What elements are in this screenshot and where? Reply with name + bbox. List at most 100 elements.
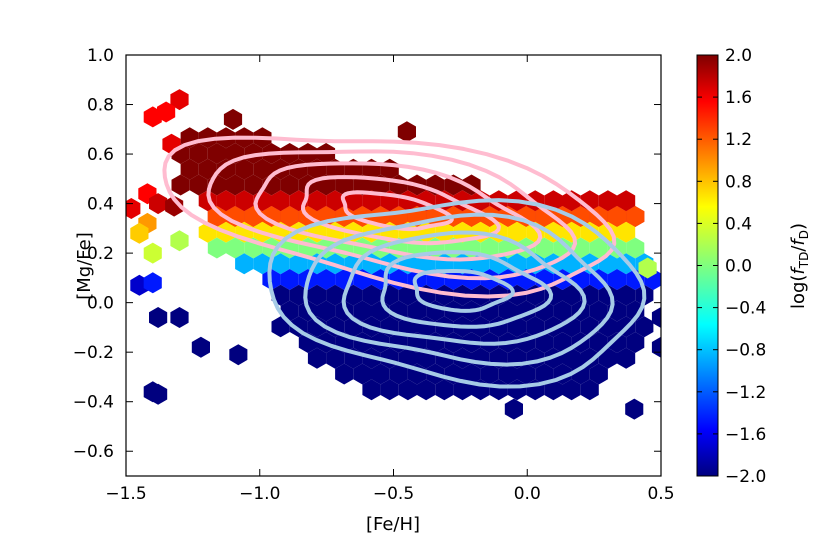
y-tick-label: −0.6 <box>73 442 114 462</box>
colorbar-tick-label: −1.6 <box>725 425 766 445</box>
hexbin <box>607 332 627 353</box>
thin-disk-contour <box>380 250 554 329</box>
hexbin <box>229 344 248 366</box>
hexbin <box>398 284 417 306</box>
y-tick-label: 0.6 <box>87 145 114 165</box>
hexbin <box>207 143 226 164</box>
hexbin <box>226 174 245 196</box>
hexbin <box>170 230 189 252</box>
hexbin <box>307 284 327 306</box>
colorbar-tick-label: 1.6 <box>725 88 752 108</box>
hexbin <box>589 363 608 385</box>
x-tick-label: −1.0 <box>239 484 280 504</box>
hexbin <box>626 300 645 322</box>
hexbin <box>143 381 162 403</box>
hexbin <box>326 347 345 369</box>
hexbin <box>171 174 190 196</box>
y-axis: −0.6 −0.4 −0.2 0.0 0.2 0.4 0.6 0.8 1.0 <box>73 46 661 462</box>
hexbin <box>625 398 644 420</box>
hexbin <box>191 336 210 358</box>
hexbin <box>598 347 617 369</box>
hexbin <box>226 237 245 259</box>
hexbin <box>344 190 363 212</box>
hexbin <box>480 363 499 385</box>
hexbin <box>317 300 336 322</box>
hexbin <box>580 221 599 243</box>
hexbin <box>207 206 226 227</box>
thick-disk-contour <box>340 190 454 232</box>
hexbin <box>326 190 345 212</box>
hexbin <box>607 206 627 227</box>
hexbin <box>562 284 581 306</box>
colorbar-title-suffix: ) <box>788 223 809 230</box>
hexbin <box>480 237 499 259</box>
hexbin <box>362 284 381 306</box>
hexbin <box>280 174 299 196</box>
plot-area <box>125 54 662 477</box>
colorbar: −2.0 −1.6 −1.2 −0.8 −0.4 0.0 0.4 0.8 1.2 1.6 2.0 l… <box>696 46 811 487</box>
hexbin <box>289 284 308 306</box>
x-tick-label: 0.0 <box>514 484 541 504</box>
hexbin <box>380 379 399 401</box>
hexbin <box>353 363 372 385</box>
hexbin <box>216 190 236 212</box>
y-tick-label: −0.2 <box>73 343 114 363</box>
hexbin <box>198 158 217 180</box>
colorbar-title-sub2: D <box>797 230 811 239</box>
colorbar-tick-label: 0.0 <box>725 257 752 277</box>
hexbin <box>617 221 636 243</box>
hexbin <box>244 174 263 196</box>
hexbin <box>589 237 608 259</box>
hexbin <box>535 332 554 353</box>
hexbin <box>571 206 590 227</box>
hexbin <box>535 363 554 385</box>
hexbin <box>389 363 408 385</box>
thick-disk-contour <box>162 135 617 299</box>
hexbin <box>326 284 345 306</box>
hexbin <box>235 190 254 212</box>
hexbin <box>149 193 168 215</box>
colorbar-title-prefix: log( <box>788 275 809 309</box>
hexbin <box>189 143 208 164</box>
hexbin <box>407 300 427 322</box>
hexbin <box>371 363 390 385</box>
hexbin <box>143 272 162 294</box>
contour-layer <box>162 135 647 389</box>
hexbin <box>626 332 645 353</box>
hexbin <box>507 221 527 243</box>
hexbin <box>435 284 454 306</box>
colorbar-title-f1: f <box>788 266 809 275</box>
hexbin <box>143 242 162 264</box>
hexbin <box>626 269 645 290</box>
hexbin <box>626 206 645 227</box>
hexbin <box>444 269 463 290</box>
x-axis-title: [Fe/H] <box>366 514 420 535</box>
thin-disk-contour <box>341 230 587 346</box>
hexbin <box>307 347 327 369</box>
hexbin <box>307 316 327 338</box>
hexbin <box>498 300 517 322</box>
hexbin <box>271 190 290 212</box>
colorbar-ticks: −2.0 −1.6 −1.2 −0.8 −0.4 0.0 0.4 0.8 1.2 1.6 2.0 <box>697 46 766 487</box>
hexbin <box>626 237 645 259</box>
hexbin <box>638 257 657 279</box>
hexbin <box>553 332 572 353</box>
hexbin <box>607 269 627 290</box>
hexbin <box>362 190 381 212</box>
hexbin <box>453 379 472 401</box>
hexbin <box>235 158 254 180</box>
y-tick-label: 1.0 <box>87 46 114 66</box>
hexbin <box>517 363 536 385</box>
y-tick-label: −0.4 <box>73 393 114 413</box>
hexbin <box>526 316 545 338</box>
hexbin <box>371 206 390 227</box>
colorbar-tick-label: −1.2 <box>725 383 766 403</box>
hexbin <box>317 269 336 290</box>
y-tick-label: 0.8 <box>87 96 114 116</box>
hexbin <box>504 398 523 420</box>
hexbin <box>617 347 636 369</box>
hexbin <box>417 379 436 401</box>
colorbar-tick-label: −2.0 <box>725 467 766 487</box>
hexbin <box>280 269 299 290</box>
colorbar-title-sub1: TD <box>797 252 811 270</box>
